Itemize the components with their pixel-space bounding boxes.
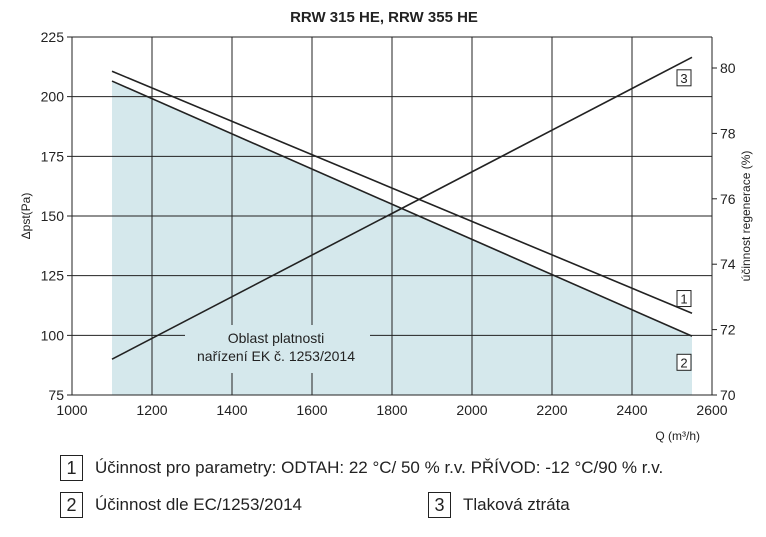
x-tick-label: 2600 bbox=[696, 402, 727, 418]
shaded-region bbox=[112, 81, 692, 395]
annotation-line2: nařízení EK č. 1253/2014 bbox=[197, 348, 355, 364]
series-label-box bbox=[676, 69, 692, 87]
legend-text: Účinnost dle EC/1253/2014 bbox=[95, 495, 302, 514]
legend-item-2: 2 Účinnost dle EC/1253/2014 bbox=[60, 492, 302, 518]
y-tick-label: 100 bbox=[41, 327, 65, 343]
annotation-bg bbox=[185, 325, 370, 373]
y-axis-label: Δpst(Pa) bbox=[19, 193, 33, 240]
series-line-3 bbox=[111, 56, 693, 360]
x-tick-label: 1200 bbox=[136, 402, 167, 418]
legend-text: Tlaková ztráta bbox=[463, 495, 570, 514]
x-axis-label: Q (m³/h) bbox=[655, 429, 700, 443]
y2-tick-label: 80 bbox=[720, 60, 736, 76]
x-tick-label: 2000 bbox=[456, 402, 487, 418]
y-tick-label: 200 bbox=[41, 89, 65, 105]
y-tick-label: 150 bbox=[41, 208, 65, 224]
legend-item-1: 1 Účinnost pro parametry: ODTAH: 22 °C/ … bbox=[60, 455, 663, 481]
series-line-1 bbox=[111, 70, 693, 314]
y-tick-label: 225 bbox=[41, 29, 65, 45]
x-tick-label: 1800 bbox=[376, 402, 407, 418]
chart: RRW 315 HE, RRW 355 HE Oblast platnosti … bbox=[19, 9, 753, 443]
x-tick-label: 1000 bbox=[56, 402, 87, 418]
legend-num-box: 3 bbox=[428, 492, 451, 518]
x-tick-label: 1400 bbox=[216, 402, 247, 418]
y-tick-label: 125 bbox=[41, 268, 65, 284]
y2-tick-label: 76 bbox=[720, 191, 736, 207]
y-tick-label: 75 bbox=[48, 387, 64, 403]
series-label-box bbox=[676, 290, 692, 308]
x-tick-label: 2400 bbox=[616, 402, 647, 418]
y-tick-label: 175 bbox=[41, 148, 65, 164]
legend-item-3: 3 Tlaková ztráta bbox=[428, 492, 570, 518]
series-label-2: 2 bbox=[680, 355, 687, 370]
series-label-3: 3 bbox=[680, 71, 687, 86]
series-label-1: 1 bbox=[680, 292, 687, 307]
y2-tick-label: 70 bbox=[720, 387, 736, 403]
x-tick-label: 1600 bbox=[296, 402, 327, 418]
y2-tick-label: 72 bbox=[720, 322, 736, 338]
y2-axis-label: účinnost regenerace (%) bbox=[739, 151, 753, 282]
y2-tick-label: 78 bbox=[720, 125, 736, 141]
annotation-line1: Oblast platnosti bbox=[228, 330, 325, 346]
legend-num-box: 2 bbox=[60, 492, 83, 518]
legend-num-box: 1 bbox=[60, 455, 83, 481]
legend-text: Účinnost pro parametry: ODTAH: 22 °C/ 50… bbox=[95, 458, 664, 477]
y2-tick-label: 74 bbox=[720, 256, 736, 272]
series-label-box bbox=[676, 353, 692, 371]
x-tick-label: 2200 bbox=[536, 402, 567, 418]
chart-title: RRW 315 HE, RRW 355 HE bbox=[290, 9, 478, 26]
